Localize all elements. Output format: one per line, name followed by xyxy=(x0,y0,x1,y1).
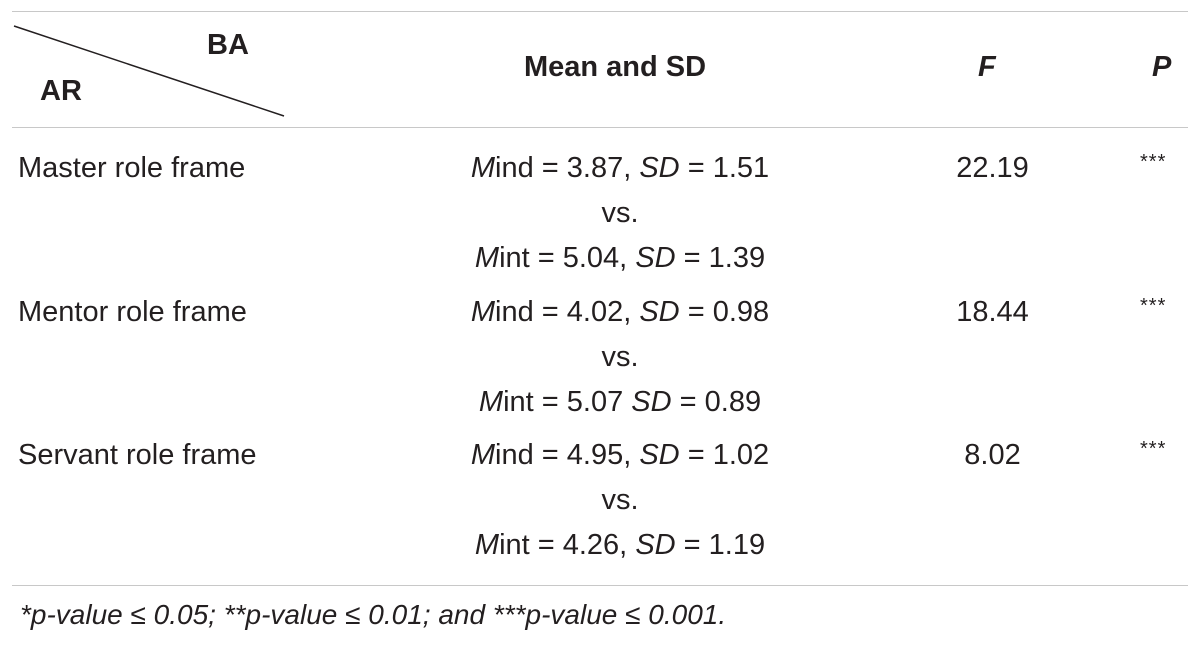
row-mean-sd: Mind = 4.95, SD = 1.02 vs. Mint = 4.26, … xyxy=(310,438,930,573)
row-mean-sd: Mind = 3.87, SD = 1.51 vs. Mint = 5.04, … xyxy=(310,151,930,286)
ind-stat: Mind = 4.95, SD = 1.02 xyxy=(470,439,770,471)
ind-stat: Mind = 4.02, SD = 0.98 xyxy=(470,296,770,328)
header-corner-bottom: AR xyxy=(40,75,82,107)
vs-text: vs. xyxy=(601,197,639,229)
vs-text: vs. xyxy=(601,341,639,373)
row-f-value: 18.44 xyxy=(956,296,1029,328)
header-corner-top: BA xyxy=(207,29,249,61)
row-p-value: *** xyxy=(1140,438,1167,460)
int-stat: Mint = 5.07 SD = 0.89 xyxy=(478,386,762,418)
row-f-value: 22.19 xyxy=(956,152,1029,184)
header-f: F xyxy=(978,51,996,83)
int-stat: Mint = 5.04, SD = 1.39 xyxy=(474,242,766,274)
row-mean-sd: Mind = 4.02, SD = 0.98 vs. Mint = 5.07 S… xyxy=(310,295,930,430)
row-p-value: *** xyxy=(1140,151,1167,173)
ind-stat: Mind = 3.87, SD = 1.51 xyxy=(470,152,770,184)
header-p: P xyxy=(1152,51,1172,83)
diagonal-header-divider xyxy=(13,25,285,117)
vs-text: vs. xyxy=(601,484,639,516)
row-f-value: 8.02 xyxy=(964,439,1021,471)
row-label: Master role frame xyxy=(18,152,246,184)
table-header-rule xyxy=(12,127,1188,128)
int-stat: Mint = 4.26, SD = 1.19 xyxy=(474,529,766,561)
row-p-value: *** xyxy=(1140,295,1167,317)
table-footnote: *p-value ≤ 0.05; **p-value ≤ 0.01; and *… xyxy=(20,599,727,630)
header-mean-sd: Mean and SD xyxy=(523,51,707,83)
table-footer-rule xyxy=(12,585,1188,586)
row-label: Mentor role frame xyxy=(18,296,247,328)
table-top-rule xyxy=(12,11,1188,12)
row-label: Servant role frame xyxy=(18,439,257,471)
